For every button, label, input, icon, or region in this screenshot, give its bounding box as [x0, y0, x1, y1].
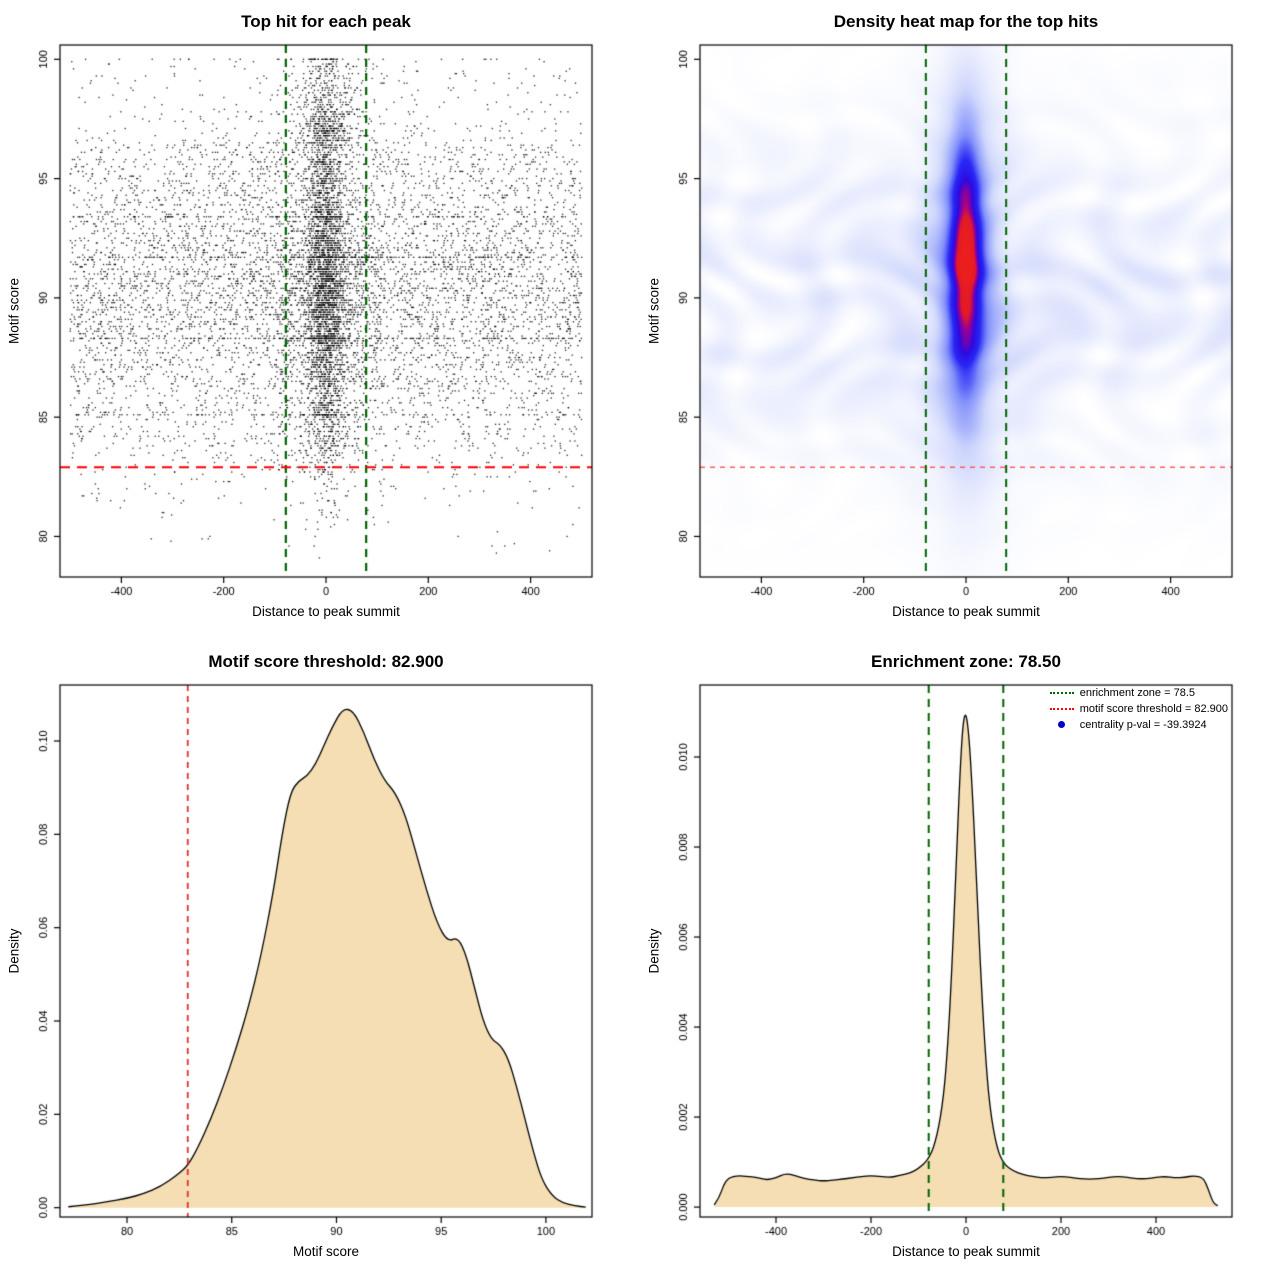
legend-label: centrality p-val = -39.3924 — [1079, 718, 1207, 731]
y-axis-label: Motif score — [6, 277, 22, 345]
y-axis-label: Density — [646, 928, 662, 974]
distance-density-canvas — [640, 640, 1280, 1280]
heatmap-canvas — [640, 0, 1280, 640]
scatter-canvas — [0, 0, 640, 640]
score-threshold-line-icon — [1049, 707, 1074, 710]
legend-item-score-threshold: motif score threshold = 82.900 — [1049, 702, 1228, 715]
chart-title: Density heat map for the top hits — [833, 12, 1099, 31]
panel-density-heatmap: Density heat map for the top hits Distan… — [640, 0, 1280, 640]
score-density-canvas — [0, 640, 640, 1280]
panel-distance-density: Enrichment zone: 78.50 Distance to peak … — [640, 640, 1280, 1280]
chart-title: Top hit for each peak — [241, 12, 411, 31]
plot-legend: enrichment zone = 78.5 motif score thres… — [1049, 686, 1228, 731]
panel-score-density: Motif score threshold: 82.900 Motif scor… — [0, 640, 640, 1280]
x-axis-label: Motif score — [292, 1244, 360, 1259]
legend-label: enrichment zone = 78.5 — [1079, 686, 1195, 699]
x-axis-label: Distance to peak summit — [252, 604, 400, 619]
x-axis-label: Distance to peak summit — [892, 604, 1040, 619]
y-axis-label: Density — [6, 928, 22, 974]
centrality-pval-dot-icon — [1050, 721, 1074, 728]
legend-label: motif score threshold = 82.900 — [1079, 702, 1228, 715]
chart-title: Enrichment zone: 78.50 — [871, 652, 1061, 671]
legend-item-centrality-pval: centrality p-val = -39.3924 — [1050, 718, 1228, 731]
panel-top-hit-scatter: Top hit for each peak Distance to peak s… — [0, 0, 640, 640]
legend-item-enrichment-zone: enrichment zone = 78.5 — [1049, 686, 1228, 699]
chart-title: Motif score threshold: 82.900 — [208, 652, 444, 671]
enrichment-zone-line-icon — [1049, 691, 1074, 694]
y-axis-label: Motif score — [646, 277, 662, 345]
x-axis-label: Distance to peak summit — [892, 1244, 1040, 1259]
